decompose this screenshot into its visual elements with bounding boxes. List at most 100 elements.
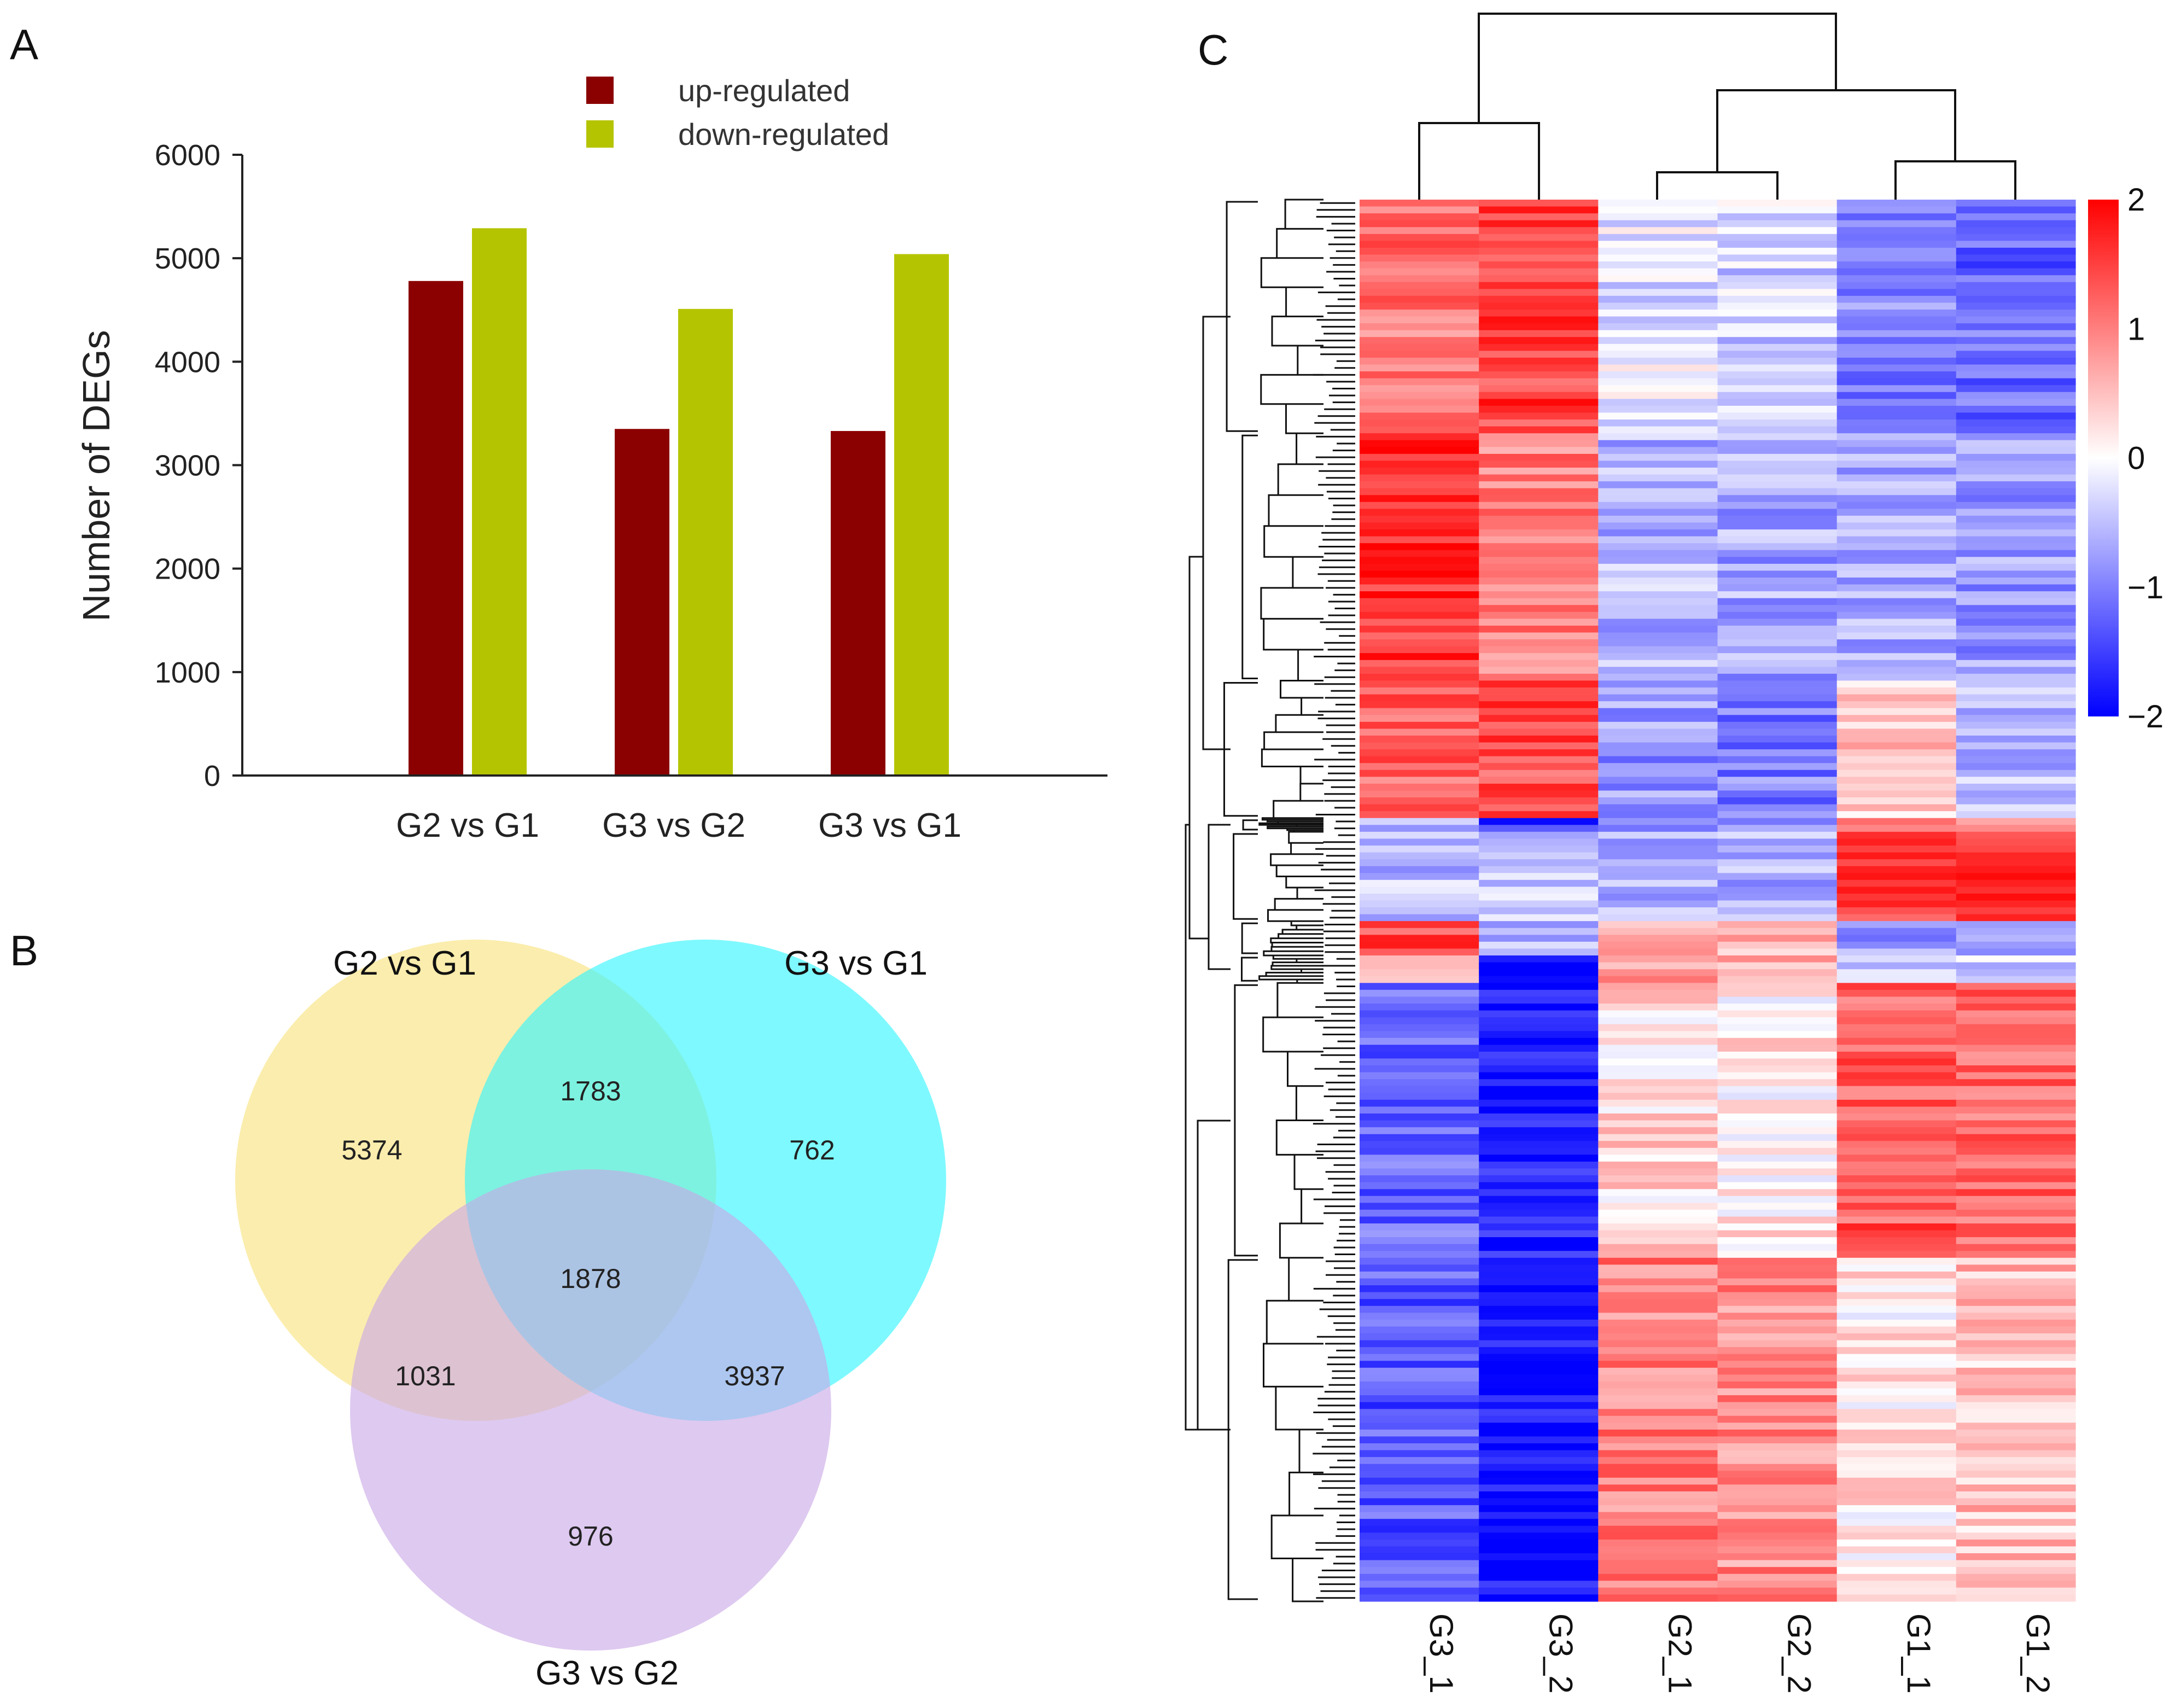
heatmap-cell <box>1717 1539 1838 1547</box>
heatmap-cell <box>1836 1244 1957 1251</box>
heatmap-cell <box>1956 893 2076 901</box>
heatmap-cell <box>1598 268 1718 276</box>
heatmap-cell <box>1479 790 1599 798</box>
heatmap-cell <box>1717 1354 1838 1361</box>
heatmap-cell <box>1717 1333 1838 1341</box>
heatmap-cell <box>1598 1587 1718 1595</box>
heatmap-cell <box>1360 1594 1479 1602</box>
heatmap-cell <box>1479 996 1599 1004</box>
heatmap-cell <box>1360 529 1479 537</box>
heatmap-cell <box>1956 1546 2076 1554</box>
heatmap-cell <box>1360 1058 1479 1066</box>
heatmap-cell <box>1836 804 1957 812</box>
heatmap-cell <box>1956 447 2076 454</box>
heatmap-cell <box>1717 1003 1838 1011</box>
heatmap-cell <box>1360 337 1479 345</box>
heatmap-cell <box>1479 557 1599 564</box>
heatmap-cell <box>1956 440 2076 447</box>
heatmap-cell <box>1360 921 1479 929</box>
heatmap-cell <box>1598 1237 1718 1245</box>
heatmap-cell <box>1956 1367 2076 1375</box>
heatmap-cell <box>1956 598 2076 605</box>
heatmap-cell <box>1717 962 1838 970</box>
heatmap-cell <box>1956 337 2076 345</box>
heatmap-cell <box>1479 1099 1599 1107</box>
heatmap-cell <box>1479 948 1599 956</box>
heatmap-cell <box>1836 502 1957 509</box>
legend: up-regulated down-regulated <box>586 73 889 151</box>
heatmap-cell <box>1479 667 1599 674</box>
heatmap-cell <box>1360 275 1479 283</box>
heatmap-cell <box>1836 928 1957 935</box>
heatmap-cell <box>1717 1498 1838 1506</box>
heatmap-cell <box>1598 584 1718 592</box>
heatmap-cell <box>1598 543 1718 551</box>
heatmap-cell <box>1598 701 1718 709</box>
heatmap-cell <box>1956 632 2076 640</box>
heatmap-cell <box>1956 749 2076 757</box>
heatmap-cell <box>1598 1436 1718 1444</box>
heatmap-cell <box>1717 1134 1838 1141</box>
heatmap-cell <box>1956 1017 2076 1025</box>
heatmap-cell <box>1479 392 1599 399</box>
heatmap-cell <box>1956 838 2076 846</box>
heatmap-cell <box>1360 295 1479 304</box>
heatmap-cell <box>1360 1573 1479 1581</box>
heatmap-cell <box>1479 357 1599 365</box>
heatmap-cell <box>1360 1230 1479 1238</box>
heatmap-cell <box>1956 1209 2076 1217</box>
heatmap-cell <box>1598 241 1718 248</box>
heatmap-cell <box>1360 893 1479 901</box>
heatmap-cell <box>1598 935 1718 942</box>
heatmap-cell <box>1956 770 2076 777</box>
heatmap-cell <box>1836 1093 1957 1100</box>
heatmap-cell <box>1956 550 2076 557</box>
heatmap-cell <box>1717 1374 1838 1382</box>
heatmap-cell <box>1717 440 1838 447</box>
heatmap-cell <box>1598 529 1718 537</box>
heatmap-cell <box>1479 921 1599 929</box>
heatmap-cell <box>1360 1498 1479 1506</box>
heatmap-cell <box>1598 1017 1718 1025</box>
heatmap-cell <box>1598 1409 1718 1416</box>
heatmap-cell <box>1836 646 1957 654</box>
heatmap-cell <box>1598 1120 1718 1128</box>
heatmap-cell <box>1956 962 2076 970</box>
heatmap-cell <box>1717 1196 1838 1203</box>
heatmap-cell <box>1717 1519 1838 1526</box>
heatmap-cell <box>1479 1560 1599 1567</box>
heatmap-cell <box>1360 220 1479 228</box>
heatmap-cell <box>1836 653 1957 661</box>
heatmap-cell <box>1836 825 1957 832</box>
heatmap-cell <box>1598 976 1718 983</box>
colorbar-tick-label: −1 <box>2127 570 2164 605</box>
heatmap-cell <box>1836 234 1957 241</box>
heatmap-cell <box>1956 1024 2076 1031</box>
heatmap-cell <box>1956 1127 2076 1135</box>
heatmap-cell <box>1598 1127 1718 1135</box>
heatmap-cell <box>1836 680 1957 688</box>
heatmap-cell <box>1479 1223 1599 1231</box>
heatmap-cell <box>1598 522 1718 530</box>
heatmap-cell <box>1836 275 1957 283</box>
heatmap-cell <box>1360 1292 1479 1299</box>
heatmap-cell <box>1836 1594 1957 1602</box>
heatmap-cell <box>1360 316 1479 324</box>
heatmap-cell <box>1598 1113 1718 1121</box>
heatmap-cell <box>1717 220 1838 228</box>
heatmap-cell <box>1479 1230 1599 1238</box>
heatmap-cell <box>1836 1464 1957 1471</box>
heatmap-cell <box>1956 646 2076 654</box>
heatmap-cell <box>1598 1065 1718 1073</box>
heatmap-cell <box>1360 673 1479 681</box>
heatmap-cell <box>1956 1415 2076 1423</box>
heatmap-cell <box>1598 1402 1718 1409</box>
heatmap-cell <box>1598 825 1718 832</box>
row-dendro-leaves <box>1313 202 1355 1599</box>
heatmap-cell <box>1360 289 1479 296</box>
heatmap-cell <box>1598 227 1718 235</box>
heatmap-cell <box>1836 467 1957 475</box>
heatmap-cell <box>1479 433 1599 441</box>
heatmap-cell <box>1836 1024 1957 1031</box>
y-tick-label: 4000 <box>155 346 220 378</box>
